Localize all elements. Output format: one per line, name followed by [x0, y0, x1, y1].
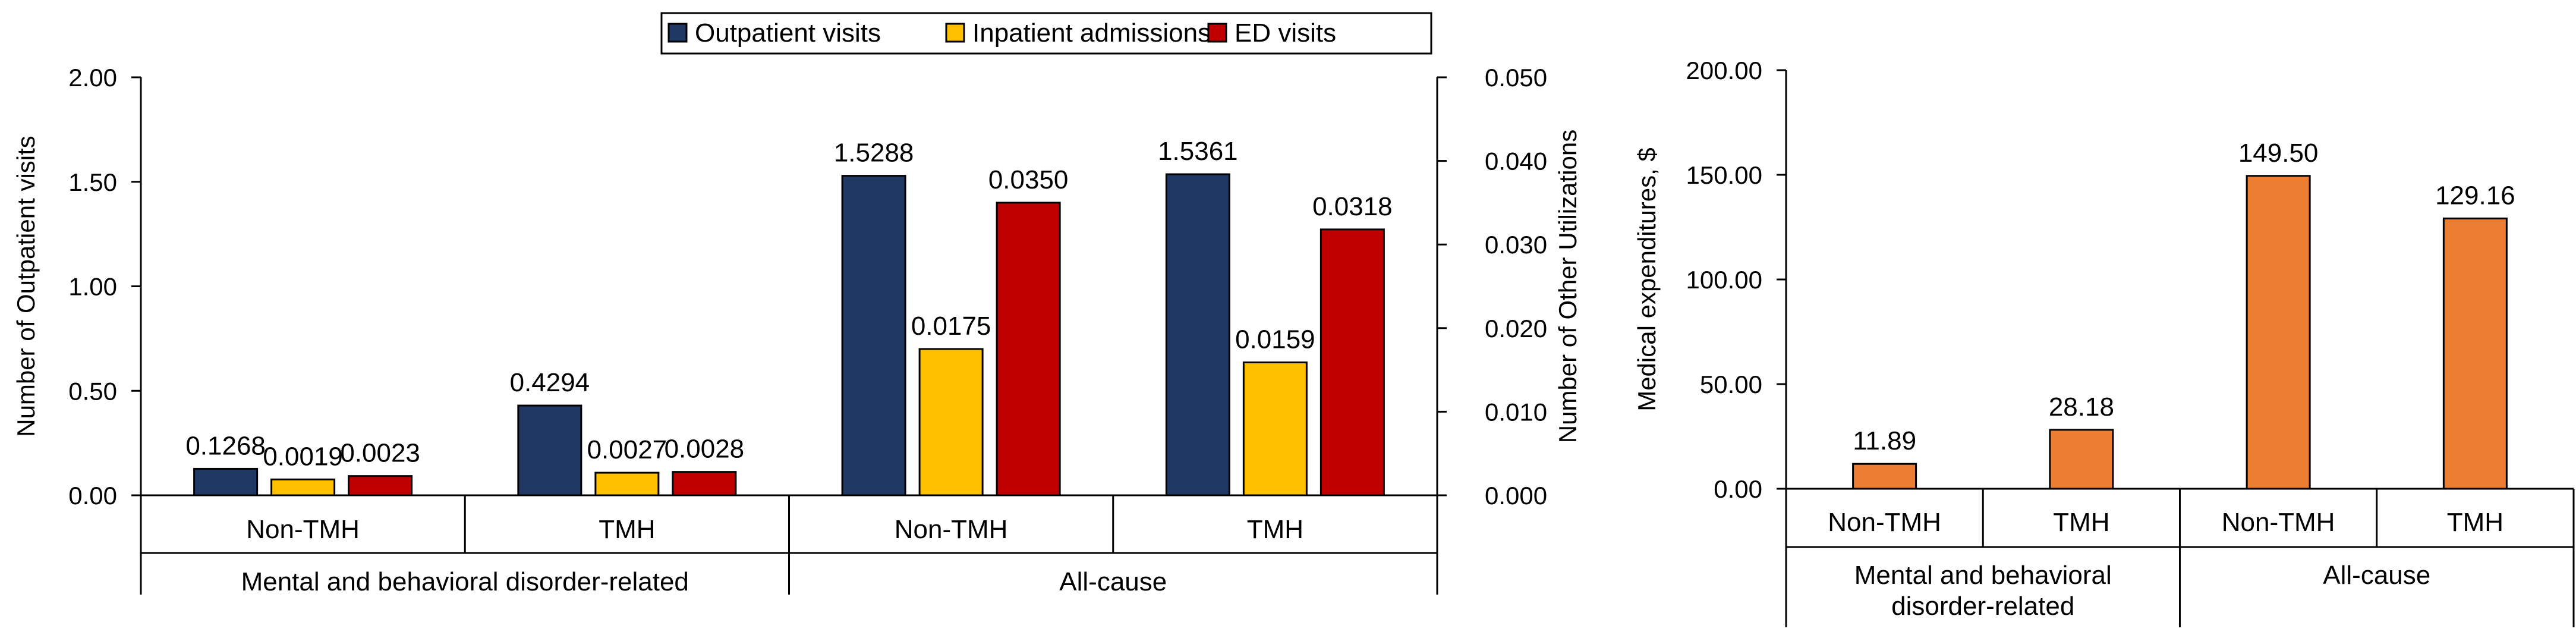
legend-swatch: [945, 23, 965, 43]
y-tick-label-left: 0.00: [68, 482, 117, 510]
x-category-label: Non-TMH: [2222, 508, 2335, 537]
bar-inpatient-admissions: [594, 472, 660, 496]
x-category-label: TMH: [599, 515, 655, 544]
legend-entry: Outpatient visits: [695, 18, 881, 48]
data-label: 11.89: [1853, 426, 1916, 455]
x-category-label: Non-TMH: [895, 515, 1008, 544]
bar-medical-expenditures: [2049, 429, 2114, 490]
legend-entry: ED visits: [1235, 18, 1336, 48]
legend-swatch: [667, 23, 688, 43]
bar-outpatient-visits: [1165, 173, 1230, 496]
data-label: 0.0318: [1312, 192, 1393, 221]
y-tick-label-right: 0.010: [1485, 398, 1547, 426]
y-axis-title: Medical expenditures, $: [1633, 147, 1661, 411]
y-tick-label-left: 0.50: [68, 377, 117, 405]
data-label: 0.0028: [665, 435, 745, 464]
bar-outpatient-visits: [193, 467, 259, 496]
y-axis-title-right: Number of Other Utilizations: [1554, 130, 1582, 444]
y-tick-label: 50.00: [1700, 370, 1762, 398]
data-label: 129.16: [2435, 181, 2515, 210]
legend-box: [660, 12, 1432, 55]
legend-swatch: [1207, 23, 1227, 43]
bar-ed-visits: [348, 475, 413, 496]
x-category-label: Non-TMH: [246, 515, 360, 544]
y-tick-label-right: 0.020: [1485, 315, 1547, 342]
x-category-label: TMH: [1247, 515, 1303, 544]
bar-outpatient-visits: [841, 175, 906, 496]
y-tick-label-right: 0.030: [1485, 231, 1547, 259]
bar-inpatient-admissions: [1242, 361, 1308, 496]
data-label: 1.5361: [1158, 137, 1238, 166]
data-label: 0.0350: [988, 165, 1069, 194]
data-label: 0.1268: [185, 431, 266, 460]
bar-ed-visits: [672, 471, 737, 496]
legend: Outpatient visits Inpatient admissions ED …: [660, 12, 1432, 55]
bar-medical-expenditures: [2246, 175, 2311, 490]
data-label: 0.0175: [911, 312, 991, 341]
data-label: 28.18: [2049, 392, 2114, 422]
data-label: 0.0019: [263, 442, 343, 471]
x-category-label: TMH: [2447, 508, 2503, 537]
y-tick-label-right: 0.040: [1485, 147, 1547, 175]
data-label: 149.50: [2238, 139, 2319, 168]
y-tick-label-left: 1.00: [68, 273, 117, 301]
data-label: 1.5288: [834, 139, 914, 168]
y-tick-label: 100.00: [1686, 266, 1762, 294]
x-group-label: All-cause: [2323, 561, 2430, 590]
y-tick-label-right: 0.000: [1485, 482, 1547, 510]
y-tick-label-right: 0.050: [1485, 64, 1547, 92]
y-tick-label-left: 1.50: [68, 168, 117, 196]
bar-medical-expenditures: [1852, 463, 1917, 490]
legend-entry: Inpatient admissions: [972, 18, 1211, 48]
y-axis-title-left: Number of Outpatient visits: [12, 136, 40, 437]
y-tick-label: 0.00: [1714, 475, 1762, 503]
bar-ed-visits: [996, 202, 1061, 496]
y-tick-label: 200.00: [1686, 56, 1762, 84]
x-group-label: All-cause: [1059, 567, 1167, 596]
bar-outpatient-visits: [517, 404, 582, 496]
bar-medical-expenditures: [2442, 217, 2508, 490]
y-tick-label: 150.00: [1686, 161, 1762, 189]
bar-inpatient-admissions: [270, 478, 336, 496]
x-category-label: Non-TMH: [1828, 508, 1941, 537]
x-group-label: Mental and behavioral disorder-related: [1854, 561, 2112, 621]
bar-ed-visits: [1320, 228, 1385, 496]
x-group-label: Mental and behavioral disorder-related: [241, 567, 689, 596]
x-category-label: TMH: [2053, 508, 2109, 537]
data-label: 0.0023: [340, 439, 420, 468]
data-label: 0.4294: [510, 368, 590, 397]
y-tick-label-left: 2.00: [68, 64, 117, 92]
data-label: 0.0159: [1235, 325, 1315, 354]
data-label: 0.0027: [587, 435, 667, 464]
bar-inpatient-admissions: [918, 348, 984, 496]
